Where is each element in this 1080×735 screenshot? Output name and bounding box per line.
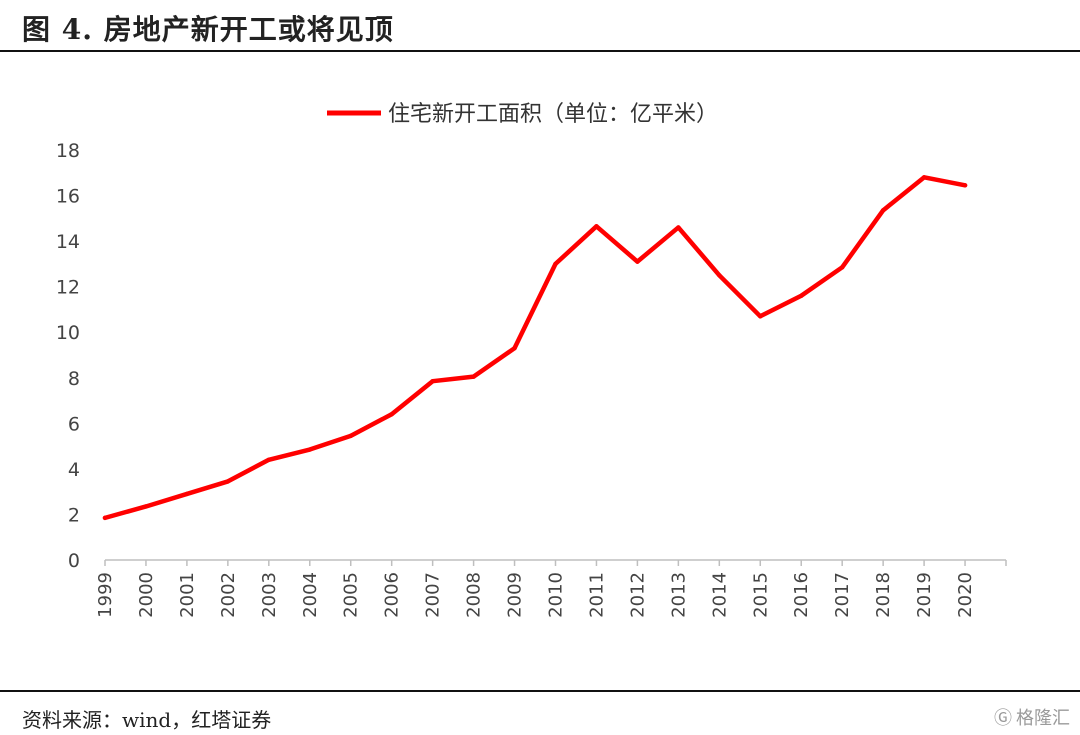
series-line xyxy=(102,175,968,521)
data-point xyxy=(717,273,722,278)
data-point xyxy=(839,265,845,270)
watermark-logo-icon: Ⓖ xyxy=(994,708,1012,729)
x-tick-label: 2009 xyxy=(505,572,526,618)
data-point xyxy=(758,314,763,319)
data-point xyxy=(553,261,558,267)
figure-title: 图 4. 房地产新开工或将见顶 xyxy=(22,13,394,46)
x-tick-label: 2011 xyxy=(586,572,607,618)
legend-label: 住宅新开工面积（单位：亿平米） xyxy=(388,102,718,127)
y-tick-label: 18 xyxy=(56,140,80,162)
x-tick-label: 2013 xyxy=(668,572,689,618)
series-group xyxy=(102,175,968,521)
data-point xyxy=(225,479,231,484)
y-tick-label: 0 xyxy=(68,550,80,572)
x-tick-label: 2014 xyxy=(709,572,730,618)
x-tick-label: 2001 xyxy=(177,572,198,618)
x-tick-label: 2018 xyxy=(873,572,894,618)
y-tick-label: 2 xyxy=(68,504,80,526)
x-tick-label: 2010 xyxy=(546,572,567,618)
x-tick-label: 2015 xyxy=(750,572,771,618)
data-point xyxy=(102,515,108,521)
x-tick-label: 2019 xyxy=(914,572,935,618)
x-tick-label: 1999 xyxy=(95,572,116,618)
watermark-text: 格隆汇 xyxy=(1016,708,1070,729)
line-chart: 住宅新开工面积（单位：亿平米） 0 2 4 6 8 10 12 14 16 18 1999 2000… xyxy=(56,102,1007,618)
watermark: Ⓖ 格隆汇 xyxy=(994,704,1070,730)
data-point xyxy=(594,224,599,229)
data-point xyxy=(184,491,190,497)
x-tick-label: 2000 xyxy=(136,572,157,618)
data-point xyxy=(635,259,640,264)
y-tick-label: 16 xyxy=(56,186,80,208)
data-point xyxy=(430,378,435,384)
x-tick-label: 2016 xyxy=(791,572,812,618)
data-point xyxy=(880,208,886,213)
y-tick-label: 6 xyxy=(68,413,80,435)
x-tick-label: 2007 xyxy=(423,572,444,618)
x-tick-label: 2004 xyxy=(300,572,321,618)
y-axis-ticks: 0 2 4 6 8 10 12 14 16 18 xyxy=(56,140,80,572)
y-tick-label: 10 xyxy=(56,322,80,344)
x-tick-label: 2002 xyxy=(218,572,239,618)
data-point xyxy=(676,225,681,230)
x-tick-label: 2006 xyxy=(382,572,403,618)
x-axis-ticks: 1999 2000 2001 2002 2003 2004 2005 2006 2007 2008… xyxy=(95,572,976,618)
data-point xyxy=(348,433,353,439)
data-point xyxy=(307,447,312,452)
data-point xyxy=(143,504,149,509)
x-axis xyxy=(104,559,1007,566)
data-point xyxy=(471,374,476,379)
y-tick-label: 14 xyxy=(56,231,80,253)
top-rule xyxy=(0,50,1080,52)
data-point xyxy=(389,412,394,417)
x-tick-label: 2005 xyxy=(341,572,362,618)
data-point xyxy=(921,175,927,180)
bottom-rule xyxy=(0,690,1080,692)
data-point xyxy=(962,183,968,188)
y-tick-label: 8 xyxy=(68,368,80,390)
y-tick-label: 4 xyxy=(68,459,80,481)
x-tick-label: 2008 xyxy=(464,572,485,618)
x-tick-label: 2003 xyxy=(259,572,280,618)
data-point xyxy=(799,293,804,298)
x-tick-label: 2020 xyxy=(955,572,976,618)
x-tick-label: 2012 xyxy=(627,572,648,618)
y-tick-label: 12 xyxy=(56,277,80,299)
x-tick-label: 2017 xyxy=(832,572,853,618)
data-point xyxy=(266,457,272,462)
source-note: 资料来源：wind，红塔证券 xyxy=(22,708,272,732)
chart-legend: 住宅新开工面积（单位：亿平米） xyxy=(327,102,718,127)
data-point xyxy=(512,345,517,351)
